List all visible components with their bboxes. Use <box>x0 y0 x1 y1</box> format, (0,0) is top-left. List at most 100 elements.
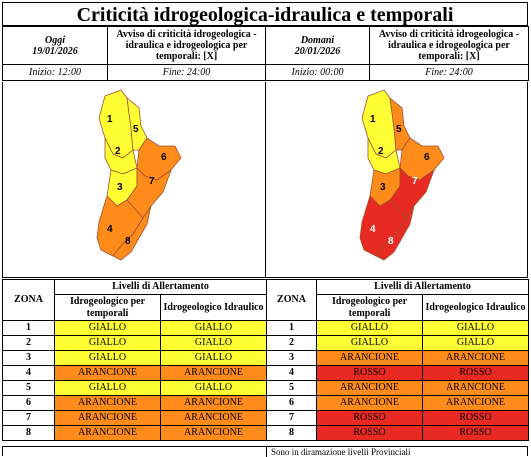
temporali-level-cell: ARANCIONE <box>54 365 161 381</box>
zona-header: ZONA <box>266 279 317 321</box>
tomorrow-inizio: Inizio: 00:00 <box>265 64 370 81</box>
temporali-header: Idrogeologico per temporali <box>54 294 161 321</box>
header-table: Oggi 19/01/2026 Avviso di criticità idro… <box>2 26 529 81</box>
idraulico-level-cell: ARANCIONE <box>160 395 267 411</box>
zona-cell: 1 <box>2 320 55 336</box>
zone-4-label: 4 <box>370 224 376 235</box>
zona-cell: 4 <box>266 365 317 381</box>
zona-cell: 6 <box>2 395 55 411</box>
idraulico-level-cell: GIALLO <box>160 335 267 351</box>
idraulico-level-cell: ARANCIONE <box>160 410 267 426</box>
zone-7-label: 7 <box>149 176 155 187</box>
table-row: 3 GIALLO GIALLO <box>2 350 267 366</box>
today-cell: Oggi 19/01/2026 <box>2 26 108 65</box>
idraulico-level-cell: GIALLO <box>160 350 267 366</box>
table-row: 4 ROSSO ROSSO <box>266 365 529 381</box>
zone-3-label: 3 <box>380 182 386 193</box>
idraulico-level-cell: ROSSO <box>422 425 529 441</box>
zone-7-area <box>126 167 172 219</box>
table-row: 4 ARANCIONE ARANCIONE <box>2 365 267 381</box>
zone-6-label: 6 <box>424 152 430 163</box>
table-row: 2 GIALLO GIALLO <box>2 335 267 351</box>
today-date: 19/01/2026 <box>32 45 78 57</box>
table-row: 1 GIALLO GIALLO <box>2 320 267 336</box>
today-avviso: Avviso di criticità idrogeologica - idra… <box>107 26 266 65</box>
temporali-level-cell: GIALLO <box>54 320 161 336</box>
idraulico-level-cell: GIALLO <box>422 335 529 351</box>
table-row: 5 ARANCIONE ARANCIONE <box>266 380 529 396</box>
temporali-level-cell: GIALLO <box>54 350 161 366</box>
zona-cell: 7 <box>266 410 317 426</box>
tomorrow-fine: Fine: 24:00 <box>369 64 529 81</box>
zona-cell: 3 <box>266 350 317 366</box>
zona-cell: 3 <box>2 350 55 366</box>
temporali-level-cell: GIALLO <box>316 320 423 336</box>
temporali-level-cell: ARANCIONE <box>54 410 161 426</box>
map-today: 1 2 3 4 5 6 7 8 <box>3 82 266 277</box>
zona-cell: 2 <box>2 335 55 351</box>
zona-cell: 6 <box>266 395 317 411</box>
temporali-level-cell: ROSSO <box>316 410 423 426</box>
zone-8-label: 8 <box>125 236 131 247</box>
map-tomorrow: 1 2 3 4 5 6 7 8 <box>266 82 529 277</box>
idraulico-level-cell: GIALLO <box>160 380 267 396</box>
idraulico-level-cell: ARANCIONE <box>160 425 267 441</box>
table-row: 1 GIALLO GIALLO <box>266 320 529 336</box>
idraulico-level-cell: GIALLO <box>422 320 529 336</box>
idraulico-header: Idrogeologico Idraulico <box>422 294 529 321</box>
zona-cell: 1 <box>266 320 317 336</box>
table-row: 5 GIALLO GIALLO <box>2 380 267 396</box>
temporali-level-cell: ARANCIONE <box>54 395 161 411</box>
livelli-header: Livelli di Allertamento <box>316 279 529 295</box>
zone-3-label: 3 <box>117 182 123 193</box>
zone-6-area <box>399 137 445 181</box>
table-row: 7 ARANCIONE ARANCIONE <box>2 410 267 426</box>
levels-table-today: ZONA Livelli di Allertamento Idrogeologi… <box>2 279 267 441</box>
calabria-map-tomorrow: 1 2 3 4 5 6 7 8 <box>359 89 445 261</box>
page-title: Criticità idrogeologica-idraulica e temp… <box>2 2 528 26</box>
table-row: 8 ROSSO ROSSO <box>266 425 529 441</box>
temporali-level-cell: GIALLO <box>54 335 161 351</box>
zone-6-area <box>136 137 182 181</box>
zone-7-label: 7 <box>412 176 418 187</box>
zone-5-label: 5 <box>396 124 402 135</box>
zone-5-label: 5 <box>133 124 139 135</box>
zona-cell: 2 <box>266 335 317 351</box>
zona-header: ZONA <box>2 279 55 321</box>
idraulico-level-cell: ARANCIONE <box>422 380 529 396</box>
tomorrow-date: 20/01/2026 <box>294 45 341 57</box>
table-row: 6 ARANCIONE ARANCIONE <box>266 395 529 411</box>
idraulico-level-cell: ARANCIONE <box>422 395 529 411</box>
zone-2-label: 2 <box>378 146 384 157</box>
idraulico-header: Idrogeologico Idraulico <box>160 294 267 321</box>
table-row: 8 ARANCIONE ARANCIONE <box>2 425 267 441</box>
idraulico-level-cell: GIALLO <box>160 320 267 336</box>
today-fine: Fine: 24:00 <box>107 64 266 81</box>
idraulico-level-cell: ARANCIONE <box>160 365 267 381</box>
temporali-level-cell: ARANCIONE <box>316 350 423 366</box>
zone-8-area <box>112 205 152 261</box>
temporali-level-cell: ROSSO <box>316 365 423 381</box>
temporali-level-cell: GIALLO <box>54 380 161 396</box>
footer-note: Sono in diramazione livelli Provinciali <box>271 447 411 457</box>
temporali-level-cell: ARANCIONE <box>316 380 423 396</box>
livelli-header: Livelli di Allertamento <box>54 279 267 295</box>
zona-cell: 5 <box>266 380 317 396</box>
zona-cell: 8 <box>2 425 55 441</box>
temporali-level-cell: ARANCIONE <box>316 395 423 411</box>
table-row: 6 ARANCIONE ARANCIONE <box>2 395 267 411</box>
zone-7-area <box>389 167 435 219</box>
zone-2-label: 2 <box>115 146 121 157</box>
maps-row: 1 2 3 4 5 6 7 8 1 2 3 4 5 6 7 8 <box>2 82 528 278</box>
zona-cell: 7 <box>2 410 55 426</box>
footer-row: Sono in diramazione livelli Provinciali <box>2 446 528 457</box>
tomorrow-label: Domani <box>300 34 335 46</box>
zona-cell: 8 <box>266 425 317 441</box>
table-row: 2 GIALLO GIALLO <box>266 335 529 351</box>
zone-8-label: 8 <box>388 236 394 247</box>
zona-cell: 5 <box>2 380 55 396</box>
temporali-level-cell: GIALLO <box>316 335 423 351</box>
zona-cell: 4 <box>2 365 55 381</box>
zone-4-label: 4 <box>107 224 113 235</box>
